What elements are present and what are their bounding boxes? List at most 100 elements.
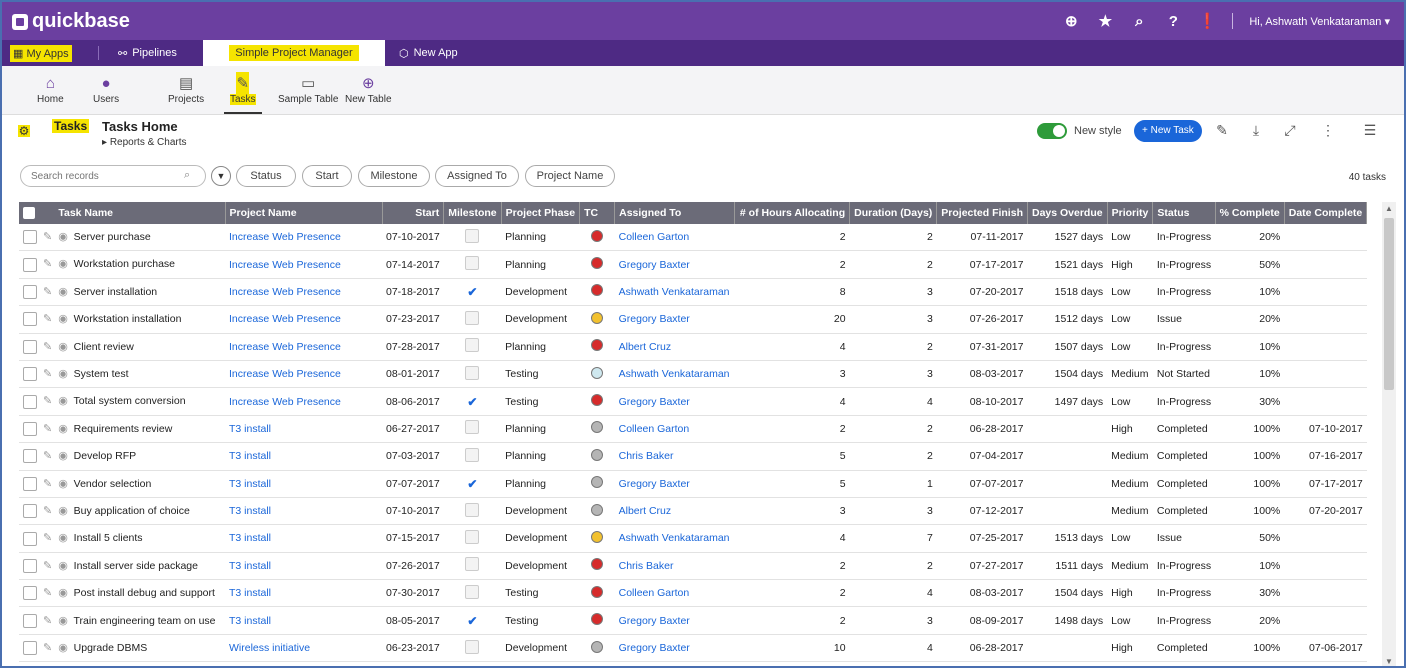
scroll-down-icon[interactable]: ▼ [1385, 657, 1393, 666]
project-name-link[interactable]: Wireless initiative [225, 634, 382, 663]
row-checkbox[interactable] [23, 504, 37, 519]
edit-pencil-icon[interactable]: ✎ [43, 641, 53, 654]
settings-sliders-icon[interactable]: ☰ [1363, 122, 1377, 138]
edit-pencil-icon[interactable]: ✎ [43, 340, 53, 353]
tab-simple-project-manager[interactable]: Simple Project Manager [203, 40, 385, 66]
edit-pencil-icon[interactable]: ✎ [43, 532, 53, 545]
column-header-start[interactable]: Start [382, 202, 445, 224]
assigned-to-link[interactable]: Gregory Baxter [614, 470, 735, 498]
assigned-to-link[interactable]: Gregory Baxter [614, 305, 735, 334]
project-name-link[interactable]: Increase Web Presence [225, 360, 382, 389]
view-eye-icon[interactable]: ◉ [58, 559, 68, 572]
assigned-to-link[interactable]: Gregory Baxter [614, 606, 735, 635]
project-name-link[interactable]: T3 install [225, 415, 382, 444]
column-header-status[interactable]: Status [1152, 202, 1216, 224]
table-row[interactable]: ✎ ◉ Workstation purchase Increase Web Pres… [19, 250, 1367, 279]
search-icon[interactable]: ⌕ [1135, 12, 1144, 30]
view-eye-icon[interactable]: ◉ [58, 395, 68, 408]
edit-pencil-icon[interactable]: ✎ [43, 614, 53, 627]
edit-pencil-icon[interactable]: ✎ [43, 504, 53, 517]
help-icon[interactable]: ? [1168, 12, 1178, 30]
gear-icon[interactable]: ⚙ [18, 124, 30, 138]
row-checkbox[interactable] [23, 531, 37, 546]
column-header-pct-complete[interactable]: % Complete [1215, 202, 1285, 224]
project-name-link[interactable]: T3 install [225, 442, 382, 471]
view-eye-icon[interactable]: ◉ [58, 422, 68, 435]
view-eye-icon[interactable]: ◉ [58, 340, 68, 353]
column-header-project-phase[interactable]: Project Phase [501, 202, 581, 224]
more-icon[interactable]: ⋮ [1321, 122, 1335, 138]
table-row[interactable]: ✎ ◉ Install 5 clients T3 install 07-15-2017… [19, 524, 1367, 553]
project-name-link[interactable]: Increase Web Presence [225, 278, 382, 307]
assigned-to-link[interactable]: Gregory Baxter [614, 387, 735, 416]
table-row[interactable]: ✎ ◉ Post install debug and support T3 inst… [19, 579, 1367, 608]
new-task-button[interactable]: + New Task [1134, 120, 1202, 142]
row-checkbox[interactable] [23, 449, 37, 464]
row-checkbox[interactable] [23, 558, 37, 573]
view-eye-icon[interactable]: ◉ [58, 641, 68, 654]
row-checkbox[interactable] [23, 257, 37, 272]
nav-tasks[interactable]: ✎ Tasks [224, 72, 262, 114]
filter-chip-project-name[interactable]: Project Name [525, 165, 615, 187]
filter-chip-assigned-to[interactable]: Assigned To [435, 165, 519, 187]
table-row[interactable]: ✎ ◉ Upgrade DBMS Wireless initiative 06-23-… [19, 634, 1367, 663]
download-icon[interactable]: ⤓ [1252, 122, 1260, 138]
search-input[interactable] [20, 165, 206, 187]
table-row[interactable]: ✎ ◉ Total system conversion Increase Web P… [19, 387, 1367, 416]
user-menu[interactable]: Hi, Ashwath Venkataraman ▾ [1249, 15, 1390, 28]
add-icon[interactable]: ⊕ [1065, 13, 1078, 30]
nav-projects[interactable]: ▤ Projects [168, 72, 204, 105]
project-name-link[interactable]: Increase Web Presence [225, 305, 382, 334]
quickbase-logo[interactable]: quickbase [12, 10, 130, 33]
column-header-project-name[interactable]: Project Name [225, 202, 383, 224]
pipelines-button[interactable]: ⚯ Pipelines [118, 40, 177, 66]
scrollbar-thumb[interactable] [1384, 218, 1394, 390]
view-eye-icon[interactable]: ◉ [58, 258, 68, 271]
table-row[interactable]: ✎ ◉ Server purchase Increase Web Presence 0… [19, 224, 1367, 252]
expand-icon[interactable]: ⤢ [1284, 122, 1296, 138]
edit-pencil-icon[interactable]: ✎ [43, 559, 53, 572]
row-checkbox[interactable] [23, 613, 37, 628]
view-eye-icon[interactable]: ◉ [58, 587, 68, 600]
assigned-to-link[interactable]: Chris Baker [614, 552, 735, 581]
my-apps-button[interactable]: ▦ My Apps [10, 40, 72, 66]
table-scrollbar[interactable]: ▲ ▼ [1382, 202, 1396, 666]
column-header-assigned-to[interactable]: Assigned To [614, 202, 736, 224]
column-header-days-overdue[interactable]: Days Overdue [1027, 202, 1108, 224]
table-row[interactable]: ✎ ◉ Train engineering team on use T3 insta… [19, 606, 1367, 635]
view-eye-icon[interactable]: ◉ [58, 532, 68, 545]
new-app-button[interactable]: ⬡ New App [399, 40, 458, 66]
project-name-link[interactable]: T3 install [225, 579, 382, 608]
table-row[interactable]: ✎ ◉ Workstation installation Increase Web … [19, 305, 1367, 334]
filter-chip-milestone[interactable]: Milestone [358, 165, 430, 187]
search-icon[interactable]: ⌕ [184, 169, 191, 181]
project-name-link[interactable]: T3 install [225, 524, 382, 553]
row-checkbox[interactable] [23, 285, 37, 300]
project-name-link[interactable]: T3 install [225, 470, 382, 498]
row-checkbox[interactable] [23, 641, 37, 656]
project-name-link[interactable]: Increase Web Presence [225, 387, 382, 416]
view-eye-icon[interactable]: ◉ [58, 368, 68, 381]
table-row[interactable]: ✎ ◉ Server installation Increase Web Prese… [19, 278, 1367, 307]
assigned-to-link[interactable]: Albert Cruz [614, 333, 735, 361]
table-row[interactable]: ✎ ◉ Client review Increase Web Presence 07-… [19, 333, 1367, 361]
row-checkbox[interactable] [23, 394, 37, 409]
nav-sample-table[interactable]: ▭ Sample Table [278, 72, 338, 105]
project-name-link[interactable]: T3 install [225, 552, 382, 581]
table-row[interactable]: ✎ ◉ Install server side package T3 install… [19, 552, 1367, 581]
view-eye-icon[interactable]: ◉ [58, 450, 68, 463]
assigned-to-link[interactable]: Gregory Baxter [614, 250, 735, 279]
row-checkbox[interactable] [23, 312, 37, 327]
edit-pencil-icon[interactable]: ✎ [43, 450, 53, 463]
filter-icon[interactable]: ▼ [211, 166, 231, 186]
column-header-priority[interactable]: Priority [1107, 202, 1154, 224]
assigned-to-link[interactable]: Colleen Garton [614, 224, 735, 252]
column-header-date-complete[interactable]: Date Complete [1284, 202, 1368, 224]
edit-icon[interactable]: ✎ [1216, 122, 1228, 138]
alert-icon[interactable]: ❗ [1198, 13, 1218, 30]
assigned-to-link[interactable]: Ashwath Venkataraman [614, 278, 735, 307]
edit-pencil-icon[interactable]: ✎ [43, 285, 53, 298]
project-name-link[interactable]: Increase Web Presence [225, 250, 382, 279]
column-header-milestone[interactable]: Milestone [443, 202, 502, 224]
column-header-tc[interactable]: TC [579, 202, 616, 224]
